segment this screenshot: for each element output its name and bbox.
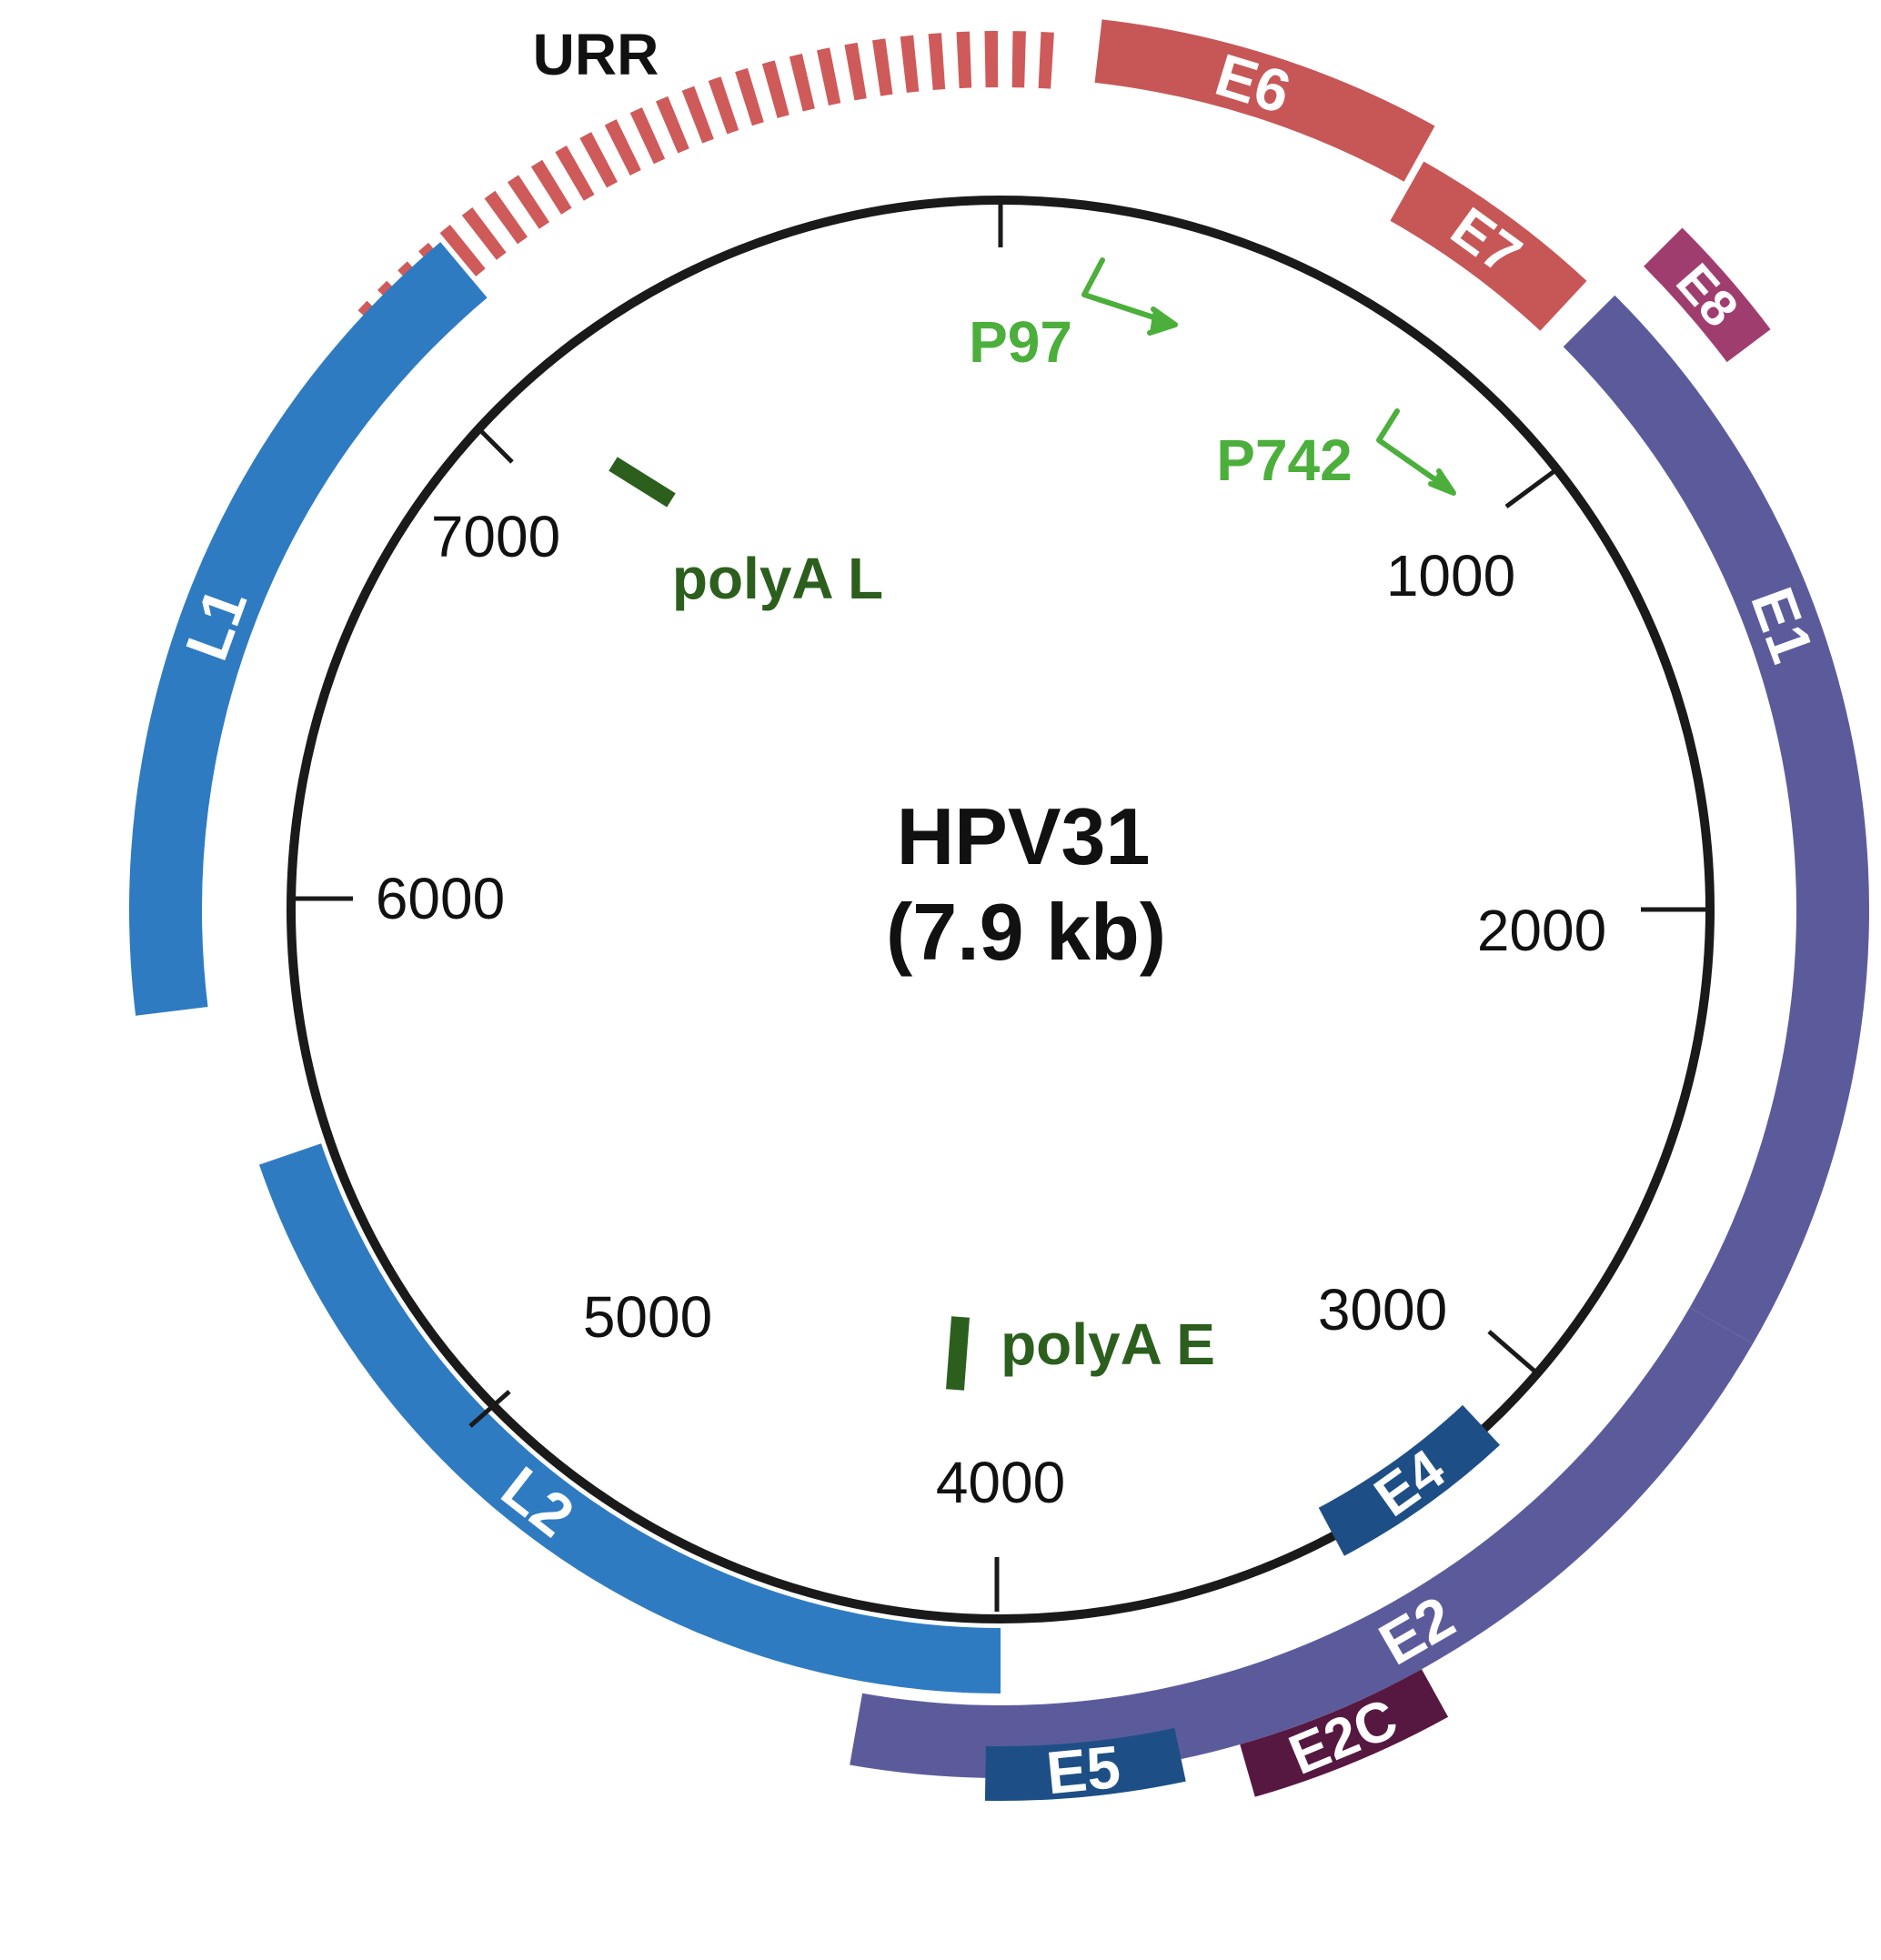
tick-5000 bbox=[468, 1390, 511, 1428]
tick-label-4000: 4000 bbox=[936, 1450, 1065, 1515]
promoter-p97-arrow-icon bbox=[1081, 257, 1178, 336]
gene-e6-block bbox=[1094, 19, 1435, 182]
tick-label-5000: 5000 bbox=[583, 1284, 712, 1350]
gene-e5-label: E5 bbox=[1043, 1733, 1122, 1806]
genome-size: (7.9 kb) bbox=[886, 887, 1166, 977]
gene-e8-block bbox=[1644, 227, 1771, 363]
promoter-p742-arrow-icon bbox=[1376, 408, 1456, 496]
tick-label-7000: 7000 bbox=[431, 504, 560, 569]
tick-label-3000: 3000 bbox=[1318, 1277, 1447, 1342]
gene-e4-block bbox=[1318, 1404, 1501, 1556]
polya-l-label: polyA L bbox=[672, 546, 883, 611]
polya-l-marker bbox=[609, 457, 676, 508]
promoter-p742-label: P742 bbox=[1216, 427, 1352, 493]
genome-title: HPV31 bbox=[897, 791, 1151, 881]
gene-e7-block bbox=[1390, 161, 1587, 331]
urr-label: URR bbox=[533, 22, 659, 87]
tick-label-6000: 6000 bbox=[376, 866, 505, 931]
gene-e5-block bbox=[984, 1727, 1186, 1801]
tick-label-1000: 1000 bbox=[1386, 543, 1515, 608]
tick-7000 bbox=[474, 424, 514, 464]
polya-e-marker bbox=[946, 1316, 970, 1391]
gene-l2-block bbox=[258, 1143, 1001, 1694]
polya-e-label: polyA E bbox=[1001, 1312, 1215, 1377]
tick-label-2000: 2000 bbox=[1477, 898, 1606, 963]
gene-e2c-block bbox=[1240, 1669, 1449, 1797]
gene-l1-block bbox=[129, 242, 488, 1016]
urr-region bbox=[357, 31, 1054, 349]
tick-1000 bbox=[1504, 466, 1560, 509]
gene-e2-block bbox=[850, 1307, 1754, 1779]
tick-3000 bbox=[1487, 1330, 1539, 1375]
promoter-p97-label: P97 bbox=[969, 309, 1072, 375]
gene-e1-block bbox=[1563, 295, 1870, 1344]
